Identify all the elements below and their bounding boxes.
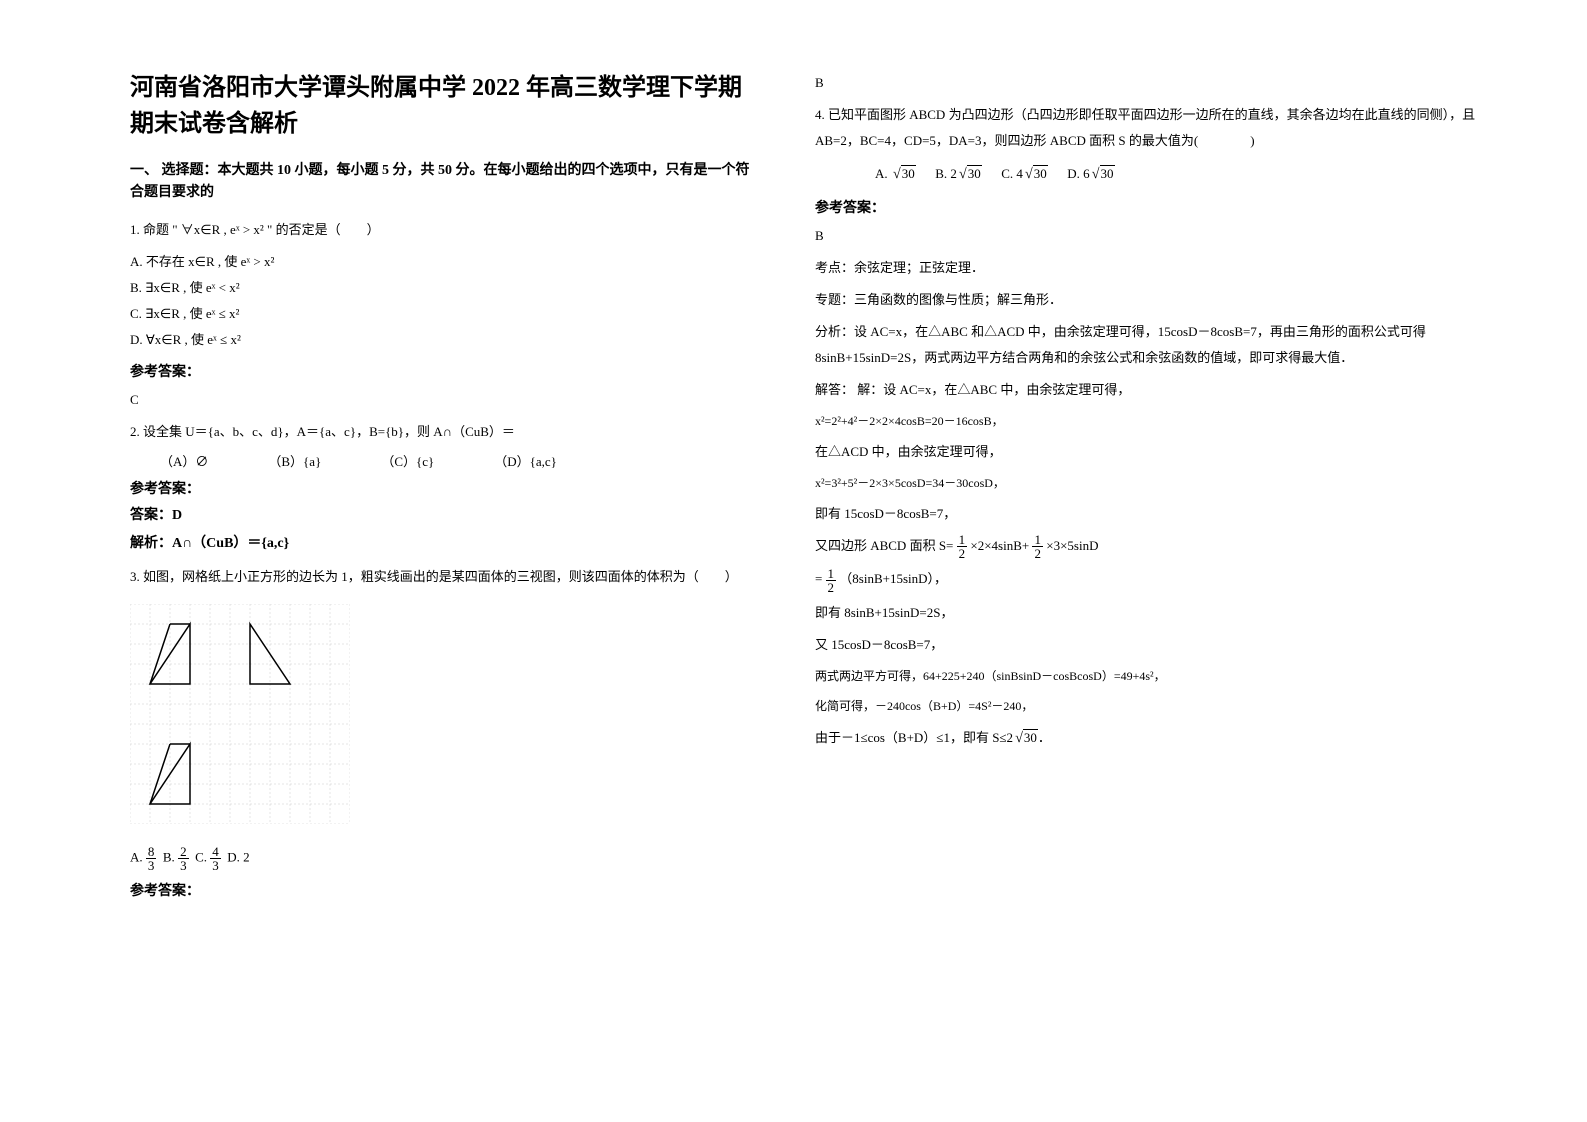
q3-choices: A. 83 B. 23 C. 43 D. 2 bbox=[130, 845, 755, 872]
q4-jiedai-5: 即有 15cosD－8cosB=7， bbox=[815, 501, 1497, 527]
q4-jiedai-10: 两式两边平方可得，64+225+240（sinBsinD－cosBcosD）=4… bbox=[815, 664, 1497, 688]
q2-explain: 解析：A∩（CuB）＝{a,c} bbox=[130, 536, 289, 551]
q4-jiedai-4: x²=3²+5²－2×3×5cosD=34－30cosD， bbox=[815, 471, 1497, 495]
q4-opt-d: D. 630 bbox=[1067, 166, 1114, 181]
q4-stem: 4. 已知平面图形 ABCD 为凸四边形（凸四边形即任取平面四边形一边所在的直线… bbox=[815, 102, 1497, 154]
q2-opt-a: （A）∅ bbox=[160, 451, 208, 470]
q4-jiedai-3: 在△ACD 中，由余弦定理可得， bbox=[815, 439, 1497, 465]
q4-jiedai-7: = 12 （8sinB+15sinD）， bbox=[815, 566, 1497, 594]
q4-opt-a: A. 30 bbox=[875, 166, 916, 181]
q2-opt-c: （C）{c} bbox=[381, 451, 434, 470]
page-title: 河南省洛阳市大学谭头附属中学 2022 年高三数学理下学期期末试卷含解析 bbox=[130, 70, 755, 142]
q4-opt-b: B. 230 bbox=[935, 166, 982, 181]
q4-opt-c: C. 430 bbox=[1001, 166, 1048, 181]
q2-stem: 2. 设全集 U＝{a、b、c、d}，A＝{a、c}，B={b}，则 A∩（Cu… bbox=[130, 419, 755, 445]
q4-zhuanti: 专题：三角函数的图像与性质；解三角形． bbox=[815, 287, 1497, 313]
q2-choices: （A）∅ （B）{a} （C）{c} （D）{a,c} bbox=[160, 451, 755, 470]
q4-answer: B bbox=[815, 223, 1497, 249]
q3-figure bbox=[130, 604, 350, 824]
q3-answer: B bbox=[815, 70, 1497, 96]
q1-answer-label: 参考答案： bbox=[130, 361, 755, 381]
q1-opt-b: B. ∃x∈R , 使 eˣ < x² bbox=[130, 275, 755, 301]
q4-jiedai-8: 即有 8sinB+15sinD=2S， bbox=[815, 600, 1497, 626]
q1-answer: C bbox=[130, 387, 755, 413]
q1-stem: 1. 命题 " ∀x∈R , eˣ > x² " 的否定是（ ） bbox=[130, 217, 755, 243]
q3-answer-label: 参考答案： bbox=[130, 880, 755, 900]
q1-opt-c: C. ∃x∈R , 使 eˣ ≤ x² bbox=[130, 301, 755, 327]
q4-answer-label: 参考答案： bbox=[815, 197, 1497, 217]
q2-opt-d: （D）{a,c} bbox=[494, 451, 557, 470]
q4-choices: A. 30 B. 230 C. 430 D. 630 bbox=[875, 160, 1497, 189]
q2-answer: 答案：D bbox=[130, 504, 755, 524]
q3-stem: 3. 如图，网格纸上小正方形的边长为 1，粗实线画出的是某四面体的三视图，则该四… bbox=[130, 564, 755, 590]
q2-answer-label: 参考答案： bbox=[130, 478, 755, 498]
section-1-heading: 一、 选择题：本大题共 10 小题，每小题 5 分，共 50 分。在每小题给出的… bbox=[130, 160, 755, 205]
q4-jiedai-9: 又 15cosD－8cosB=7， bbox=[815, 632, 1497, 658]
q1-opt-d: D. ∀x∈R , 使 eˣ ≤ x² bbox=[130, 327, 755, 353]
q1-opt-a: A. 不存在 x∈R , 使 eˣ > x² bbox=[130, 249, 755, 275]
q4-kaodian: 考点：余弦定理；正弦定理． bbox=[815, 255, 1497, 281]
q4-jiedai-2: x²=2²+4²－2×2×4cosB=20－16cosB， bbox=[815, 409, 1497, 433]
q4-fenxi: 分析：设 AC=x，在△ABC 和△ACD 中，由余弦定理可得，15cosD－8… bbox=[815, 319, 1497, 371]
q2-opt-b: （B）{a} bbox=[268, 451, 321, 470]
q4-jiedai-12: 由于－1≤cos（B+D）≤1，即有 S≤230． bbox=[815, 724, 1497, 753]
q4-jiedai-1: 解答： 解：设 AC=x，在△ABC 中，由余弦定理可得， bbox=[815, 377, 1497, 403]
q4-jiedai-11: 化简可得，－240cos（B+D）=4S²－240， bbox=[815, 694, 1497, 718]
q4-jiedai-6: 又四边形 ABCD 面积 S= 12 ×2×4sinB+ 12 ×3×5sinD bbox=[815, 533, 1497, 561]
